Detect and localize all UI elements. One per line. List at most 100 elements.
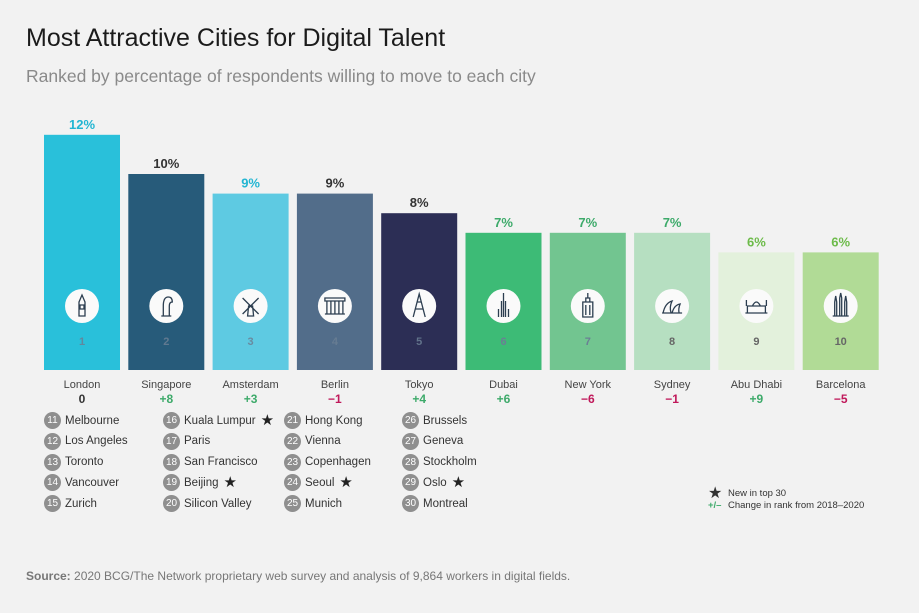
rank-number-badge: 27: [402, 432, 419, 450]
rank-item-19: 19 Beijing ★: [163, 474, 237, 492]
rank-number-badge: 21: [284, 412, 301, 429]
value-label-10: 6%: [831, 234, 850, 249]
big-ben-icon-glyph: [78, 293, 86, 317]
rank-item-20: 20 Silicon Valley: [163, 495, 252, 513]
rank-item-16: 16 Kuala Lumpur ★: [163, 412, 274, 429]
rank-number-badge: 13: [44, 453, 61, 471]
rank-city-name: Vienna: [305, 435, 341, 448]
bar-3: [212, 193, 289, 370]
chart-title: Most Attractive Cities for Digital Talen…: [26, 24, 446, 52]
rank-number-badge: 14: [44, 474, 61, 492]
sagrada-familia-icon: [823, 289, 858, 323]
rank-change-6: +6: [497, 392, 511, 406]
value-label-2: 10%: [153, 156, 179, 171]
chart-subtitle: Ranked by percentage of respondents will…: [26, 66, 536, 86]
legend-change: +/– Change in rank from 2018–2020: [708, 500, 864, 511]
rank-item-23: 23 Copenhagen: [284, 453, 371, 471]
rank-change-9: +9: [750, 392, 764, 406]
rank-number-badge: 11: [44, 412, 61, 429]
rank-number-badge: 24: [284, 474, 301, 492]
rank-city-name: Oslo: [423, 476, 447, 489]
rank-change-2: +8: [159, 392, 173, 406]
rank-item-18: 18 San Francisco: [163, 453, 258, 471]
rank-number-badge: 30: [402, 495, 419, 513]
bar-4: [296, 193, 373, 370]
rank-label-2: 2: [163, 336, 169, 348]
grand-mosque-icon-glyph: [745, 300, 768, 314]
rank-number-badge: 12: [44, 432, 61, 450]
rank-label-5: 5: [416, 336, 422, 348]
rank-label-3: 3: [248, 336, 254, 348]
rank-item-21: 21 Hong Kong: [284, 412, 363, 429]
rank-city-name: Zurich: [65, 497, 97, 510]
rank-city-name: Brussels: [423, 414, 468, 427]
rank-city-name: Beijing: [184, 476, 219, 489]
rank-item-11: 11 Melbourne: [44, 412, 119, 429]
rank-label-10: 10: [835, 336, 847, 348]
category-label-8: Sydney: [654, 379, 691, 391]
empire-state-icon: [570, 289, 605, 323]
value-label-5: 8%: [410, 195, 429, 210]
legend-change-symbol: +/–: [708, 500, 722, 511]
category-label-1: London: [64, 379, 101, 391]
rank-item-30: 30 Montreal: [402, 495, 468, 513]
rank-number-badge: 25: [284, 495, 301, 513]
category-label-3: Amsterdam: [222, 379, 278, 391]
category-label-7: New York: [565, 379, 612, 391]
rank-item-14: 14 Vancouver: [44, 474, 120, 492]
rank-change-10: −5: [834, 392, 848, 406]
sydney-opera-icon: [655, 289, 690, 323]
category-label-6: Dubai: [489, 379, 518, 391]
rank-change-8: −1: [665, 392, 679, 406]
rank-change-1: 0: [79, 392, 86, 406]
star-icon: ★: [339, 474, 353, 492]
brandenburg-gate-icon-glyph: [324, 297, 346, 315]
rank-city-name: Montreal: [423, 497, 468, 510]
sydney-opera-icon-glyph: [662, 299, 683, 314]
legend-change-label: Change in rank from 2018–2020: [728, 500, 865, 511]
rank-city-name: Stockholm: [423, 456, 477, 469]
rank-city-name: Geneva: [423, 435, 464, 448]
rank-city-name: Kuala Lumpur: [184, 414, 256, 427]
value-label-9: 6%: [747, 234, 766, 249]
rank-number-badge: 18: [163, 453, 180, 471]
rank-change-3: +3: [244, 392, 258, 406]
rank-city-name: Silicon Valley: [184, 497, 252, 510]
merlion-icon: [149, 289, 184, 323]
rank-item-29: 29 Oslo ★: [402, 474, 466, 492]
sagrada-familia-icon-glyph: [832, 292, 849, 317]
value-label-8: 7%: [663, 215, 682, 230]
rank-city-name: Paris: [184, 435, 211, 448]
windmill-icon-glyph: [242, 297, 260, 317]
rank-number-badge: 17: [163, 432, 180, 450]
rank-change-4: −1: [328, 392, 342, 406]
rank-city-name: Vancouver: [65, 476, 120, 489]
rank-city-name: Copenhagen: [305, 456, 371, 469]
rank-item-13: 13 Toronto: [44, 453, 103, 471]
rank-number-badge: 20: [163, 495, 180, 513]
merlion-icon-glyph: [161, 296, 173, 317]
rank-city-name: Hong Kong: [305, 414, 363, 427]
rank-number-badge: 22: [284, 432, 301, 450]
rank-item-24: 24 Seoul ★: [284, 474, 353, 492]
category-label-9: Abu Dhabi: [731, 379, 782, 391]
rank-number-badge: 15: [44, 495, 61, 513]
rank-item-22: 22 Vienna: [284, 432, 341, 450]
rank-label-8: 8: [669, 336, 675, 348]
rank-label-4: 4: [332, 336, 339, 348]
category-label-2: Singapore: [141, 379, 191, 391]
rank-city-name: Seoul: [305, 476, 335, 489]
rank-change-7: −6: [581, 392, 595, 406]
value-label-7: 7%: [578, 215, 597, 230]
value-label-3: 9%: [241, 176, 260, 191]
rank-item-15: 15 Zurich: [44, 495, 97, 513]
empire-state-icon-glyph: [582, 293, 594, 318]
star-icon: ★: [451, 474, 466, 492]
rank-number-badge: 26: [402, 412, 419, 429]
rank-item-17: 17 Paris: [163, 432, 211, 450]
value-label-4: 9%: [326, 176, 345, 191]
rank-label-7: 7: [585, 336, 591, 348]
rank-number-badge: 23: [284, 453, 301, 471]
star-icon: ★: [223, 474, 237, 492]
